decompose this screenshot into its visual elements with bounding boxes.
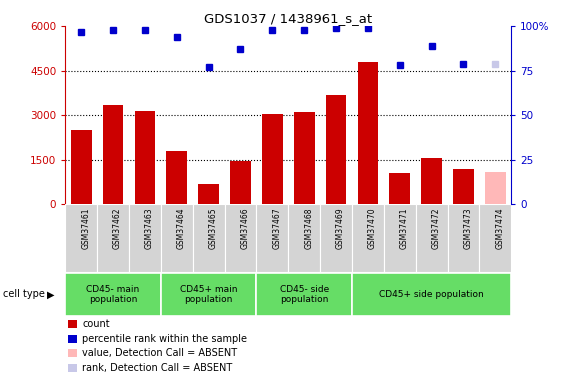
Text: GSM37473: GSM37473 xyxy=(463,208,473,249)
Bar xyxy=(135,111,155,204)
Bar xyxy=(320,204,352,272)
Bar xyxy=(288,204,320,272)
Text: GSM37474: GSM37474 xyxy=(495,208,504,249)
Bar xyxy=(224,204,256,272)
Text: GSM37462: GSM37462 xyxy=(113,208,122,249)
Text: GSM37464: GSM37464 xyxy=(177,208,186,249)
Text: CD45+ main
population: CD45+ main population xyxy=(180,285,237,304)
Text: rank, Detection Call = ABSENT: rank, Detection Call = ABSENT xyxy=(82,363,232,373)
Text: value, Detection Call = ABSENT: value, Detection Call = ABSENT xyxy=(82,348,237,358)
Bar xyxy=(65,273,161,316)
Bar xyxy=(103,105,123,204)
Text: GSM37465: GSM37465 xyxy=(208,208,218,249)
Text: GSM37463: GSM37463 xyxy=(145,208,154,249)
Bar xyxy=(390,173,410,204)
Text: percentile rank within the sample: percentile rank within the sample xyxy=(82,334,247,344)
Bar xyxy=(352,204,384,272)
Bar xyxy=(256,273,352,316)
Text: GSM37467: GSM37467 xyxy=(272,208,281,249)
Bar xyxy=(352,273,511,316)
Text: GSM37468: GSM37468 xyxy=(304,208,313,249)
Bar xyxy=(129,204,161,272)
Text: CD45+ side population: CD45+ side population xyxy=(379,290,484,299)
Bar xyxy=(68,320,77,328)
Bar xyxy=(71,130,91,204)
Bar xyxy=(161,204,193,272)
Text: ▶: ▶ xyxy=(47,290,54,299)
Bar xyxy=(479,204,511,272)
Bar xyxy=(325,94,346,204)
Bar xyxy=(230,161,251,204)
Bar xyxy=(262,114,283,204)
Bar xyxy=(416,204,448,272)
Text: CD45- main
population: CD45- main population xyxy=(86,285,140,304)
Text: GSM37469: GSM37469 xyxy=(336,208,345,249)
Text: cell type: cell type xyxy=(3,290,45,299)
Bar xyxy=(198,184,219,204)
Text: CD45- side
population: CD45- side population xyxy=(279,285,329,304)
Bar xyxy=(421,158,442,204)
Text: GSM37471: GSM37471 xyxy=(400,208,409,249)
Text: GSM37466: GSM37466 xyxy=(240,208,249,249)
Title: GDS1037 / 1438961_s_at: GDS1037 / 1438961_s_at xyxy=(204,12,372,25)
Bar xyxy=(485,172,506,204)
Bar xyxy=(68,349,77,357)
Text: count: count xyxy=(82,319,110,329)
Text: GSM37470: GSM37470 xyxy=(368,208,377,249)
Bar xyxy=(161,273,256,316)
Bar xyxy=(68,364,77,372)
Bar xyxy=(166,151,187,204)
Bar xyxy=(384,204,416,272)
Text: GSM37472: GSM37472 xyxy=(432,208,441,249)
Bar xyxy=(357,62,378,204)
Bar xyxy=(97,204,129,272)
Bar xyxy=(256,204,288,272)
Bar xyxy=(68,334,77,343)
Bar xyxy=(453,169,474,204)
Bar xyxy=(448,204,479,272)
Bar xyxy=(193,204,224,272)
Text: GSM37461: GSM37461 xyxy=(81,208,90,249)
Bar xyxy=(65,204,97,272)
Bar xyxy=(294,112,315,204)
